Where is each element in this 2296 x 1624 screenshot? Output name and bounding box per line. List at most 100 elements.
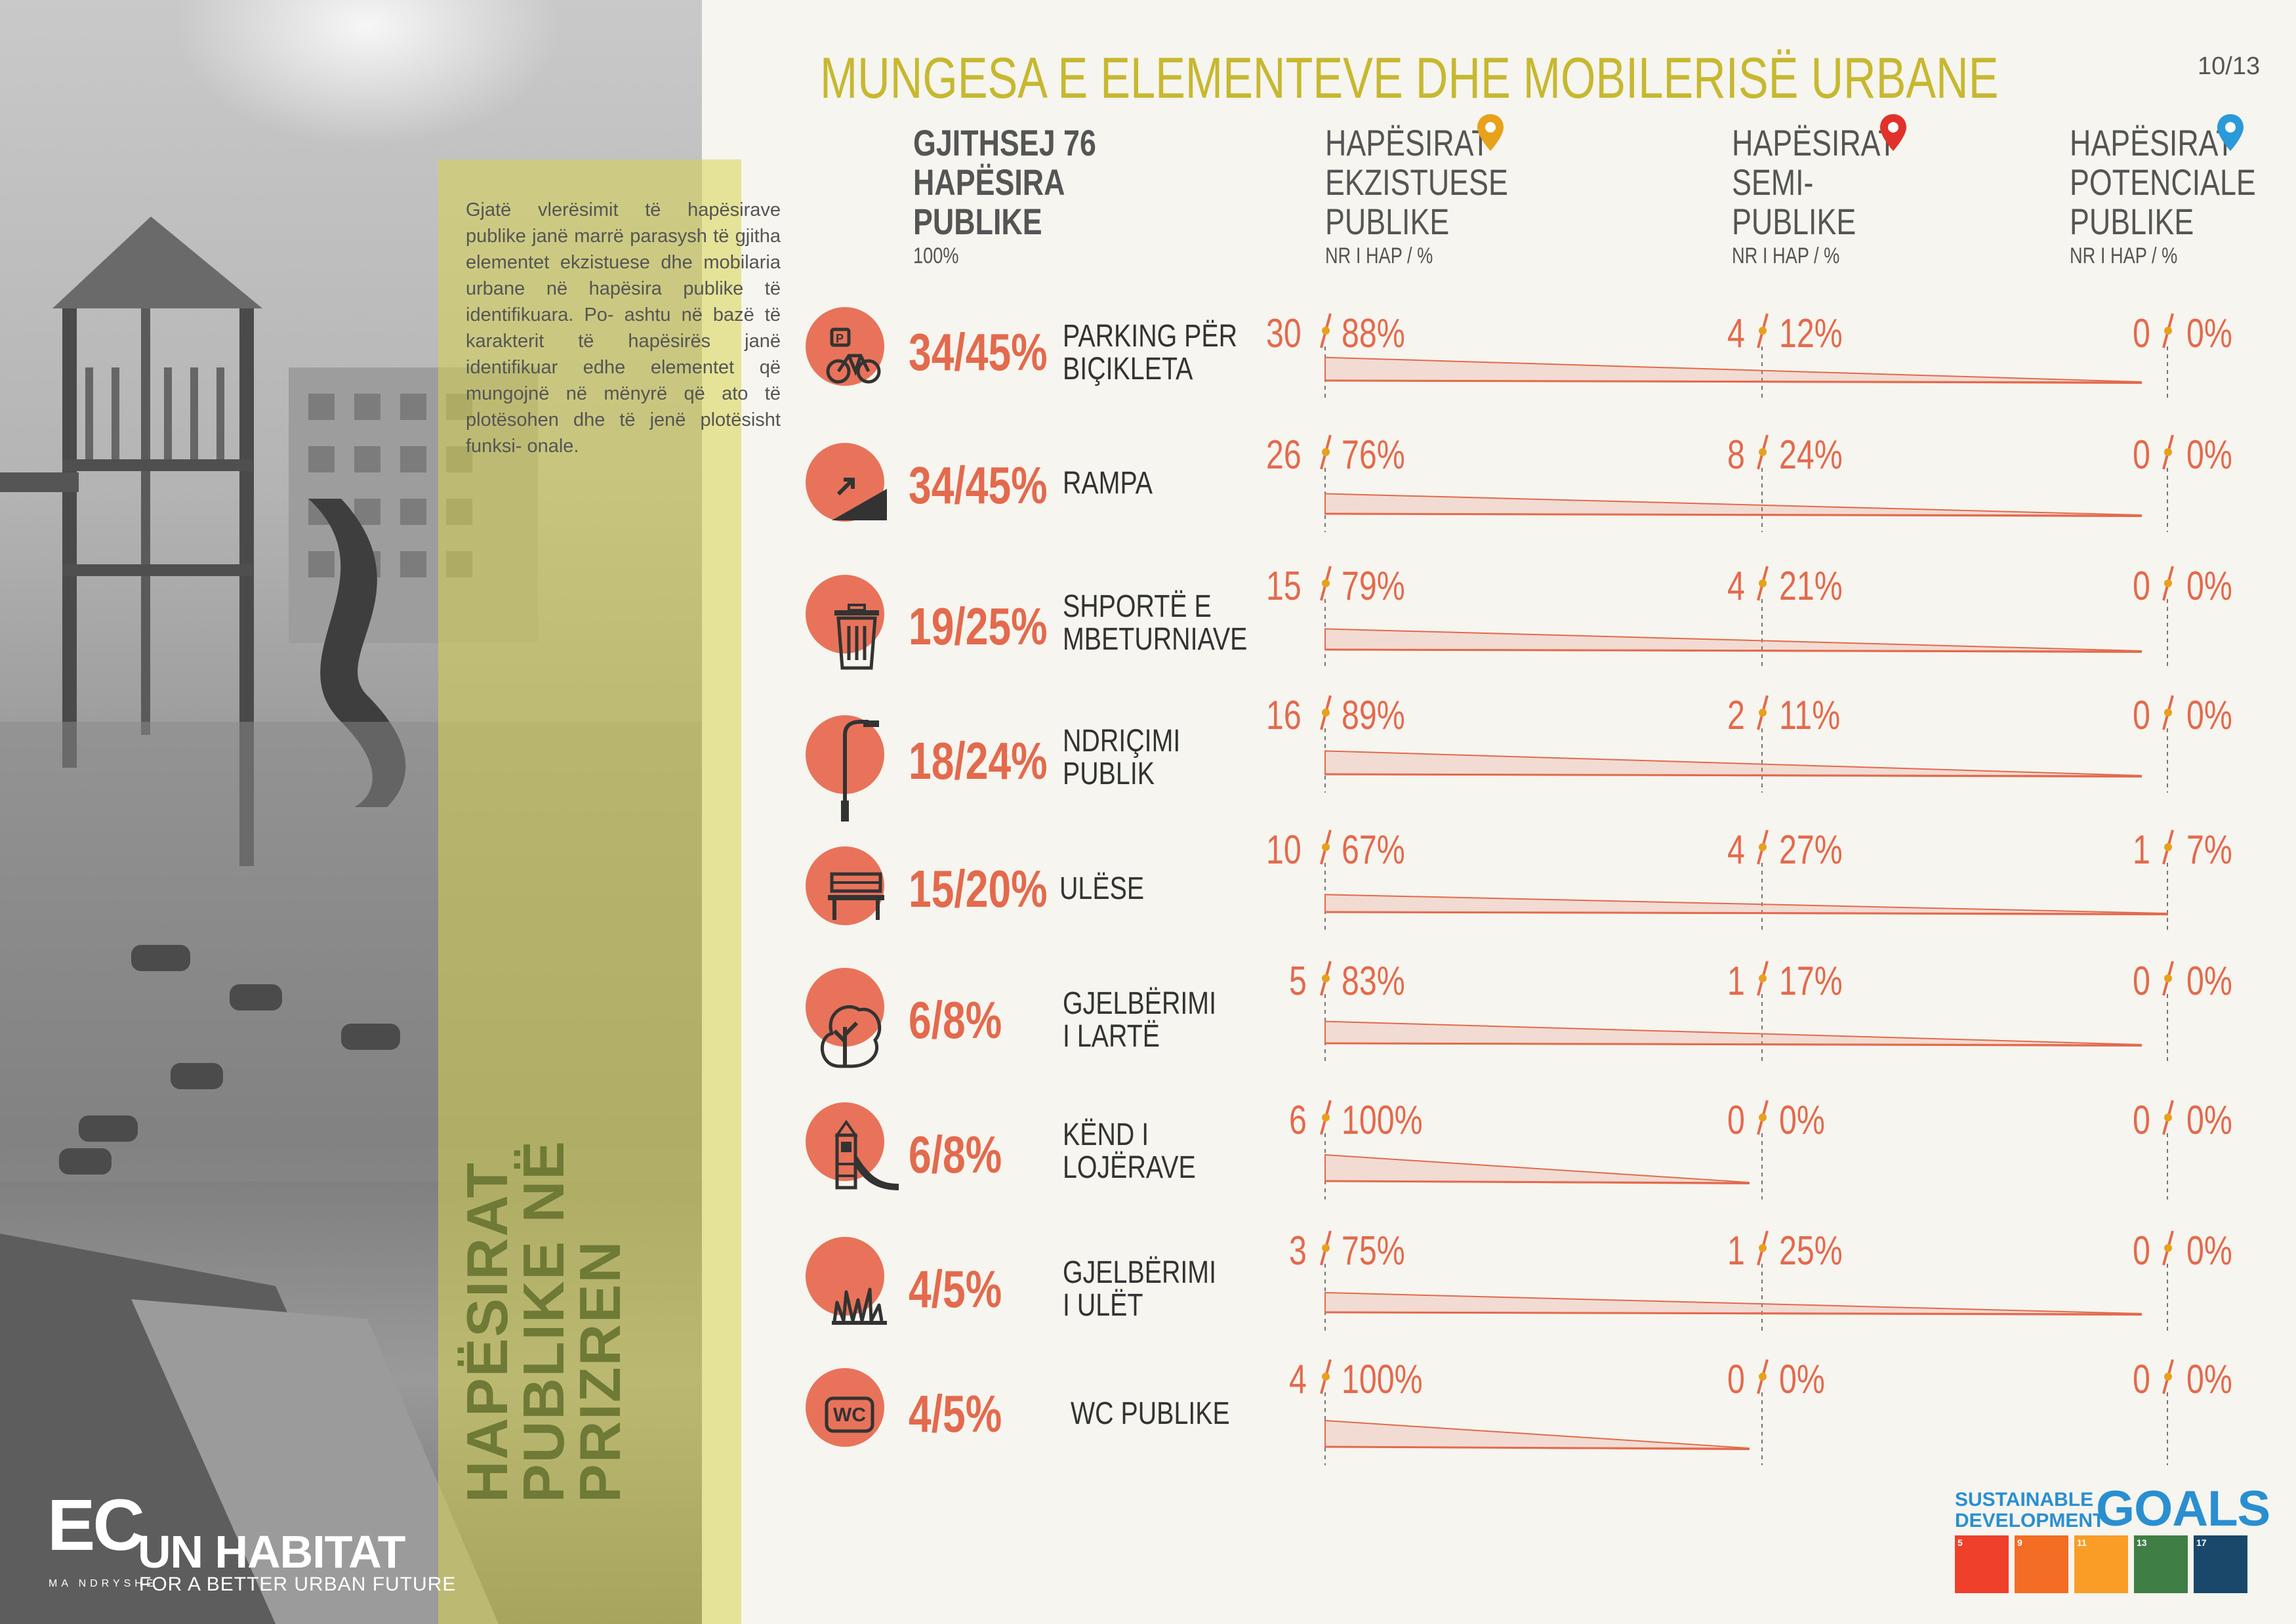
count-value: 0 [2132,432,2150,478]
header-existing-line-2: EKZISTUESE [1325,161,1508,203]
percent-value: 7% [2186,827,2232,873]
yellow-band [438,159,741,1624]
count-value: 0 [1727,1357,1745,1402]
header-potential-unit: NR I HAP / % [2070,243,2178,268]
row-label-line: I LARTË [1063,1019,1160,1054]
bench-icon [806,846,884,925]
row-label-line: PUBLIK [1063,757,1155,791]
percent-value: 83% [1342,959,1405,1004]
ramp-icon [806,443,887,522]
row-label-line: RAMPA [1063,466,1153,501]
count-value: 0 [2132,959,2150,1004]
row-label-line: BIÇIKLETA [1063,352,1193,386]
header-semi-unit: NR I HAP / % [1732,243,1840,268]
map-pin-blue-icon [2217,114,2244,151]
percent-value: 21% [1779,564,1843,609]
playground-slide-icon [806,1102,899,1190]
value-marker-dot [1322,843,1330,851]
count-value: 1 [2132,827,2150,873]
distribution-wedge [1324,750,2142,778]
distribution-wedge [1324,1291,2142,1316]
value-marker-dot [1759,448,1767,456]
value-marker-dot [1759,974,1767,982]
header-semi-line-3: PUBLIKE [1732,201,1856,242]
count-value: 3 [1288,1228,1307,1274]
distribution-baseline [1324,379,2142,384]
sdg-line-1: SUSTAINABLE [1955,1489,2094,1510]
count-value: 4 [1727,827,1745,873]
distribution-baseline [1324,773,2142,778]
percent-value: 0% [2186,693,2232,738]
distribution-wedge [1324,1419,1750,1451]
percent-value: 0% [2186,432,2232,478]
row-label-line: LOJËRAVE [1063,1150,1196,1185]
row-label: NDRIÇIMI PUBLIK [1063,725,1180,791]
percent-value: 100% [1342,1357,1423,1402]
row-label: WC PUBLIKE [1071,1398,1230,1430]
count-value: 0 [2132,1098,2150,1143]
value-marker-dot [2164,448,2172,456]
value-marker-dot [2164,843,2172,851]
percent-value: 12% [1779,311,1843,356]
header-total: GJITHSEJ 76 HAPËSIRA PUBLIKE 100% [913,123,1096,270]
sdg-tile-number: 5 [1958,1537,1963,1548]
header-potential-line-1: HAPËSIRAT [2070,122,2234,163]
value-marker-dot [2164,1114,2172,1121]
count-value: 0 [2132,1357,2150,1402]
value-marker-dot [1322,448,1330,456]
map-pin-orange-icon [1477,114,1504,151]
sdg-tile-number: 13 [2137,1537,2147,1548]
value-marker-dot [1759,327,1767,335]
row-label-line: SHPORTË E [1063,589,1212,624]
header-potential: HAPËSIRAT POTENCIALE PUBLIKE NR I HAP / … [2070,123,2256,270]
header-semi-line-2: SEMI- [1732,161,1814,203]
count-value: 4 [1727,311,1745,356]
value-marker-dot [1322,1114,1330,1121]
value-marker-dot [1759,1114,1767,1121]
percent-value: 27% [1779,827,1843,873]
row-label: PARKING PËR BIÇIKLETA [1063,320,1237,386]
sdg-tile: 9 [2015,1535,2068,1593]
row-stat: 4/5% [909,1385,1002,1443]
bicycle-parking-icon: P [806,307,884,386]
percent-value: 0% [2186,311,2232,356]
percent-value: 79% [1342,564,1405,609]
count-value: 10 [1265,827,1302,873]
sdg-goals-word: GOALS [2096,1481,2270,1537]
percent-value: 0% [1779,1098,1825,1143]
row-label: SHPORTË E MBETURNIAVE [1063,591,1247,656]
sdg-tile: 11 [2074,1535,2128,1593]
percent-value: 76% [1342,432,1405,478]
header-semi: HAPËSIRAT SEMI- PUBLIKE NR I HAP / % [1732,123,1896,270]
value-marker-dot [2164,709,2172,717]
distribution-wedge [1324,628,2142,654]
count-value: 26 [1265,432,1302,478]
distribution-baseline [1324,648,2142,653]
header-semi-line-1: HAPËSIRAT [1732,122,1896,163]
header-total-percent: 100% [913,243,959,268]
row-label: ULËSE [1059,873,1144,906]
count-value: 1 [1727,959,1745,1004]
distribution-wedge [1324,1020,2142,1047]
header-potential-line-3: PUBLIKE [2070,201,2194,242]
header-existing-line-3: PUBLIKE [1325,201,1450,242]
percent-value: 0% [2186,564,2232,609]
ec-logo-subtitle: MA NDRYSHE [49,1578,157,1589]
sdg-tile-number: 9 [2017,1537,2022,1548]
row-label: KËND I LOJËRAVE [1063,1119,1196,1184]
sdg-goal-tiles: 5 9 11 13 17 [1955,1535,2247,1593]
value-marker-dot [1759,1244,1767,1252]
value-marker-dot [1759,579,1767,587]
header-existing: HAPËSIRAT EKZISTUESE PUBLIKE NR I HAP / … [1325,123,1508,270]
row-label-line: NDRIÇIMI [1063,724,1181,759]
distribution-baseline [1324,512,2142,517]
percent-value: 100% [1342,1098,1423,1143]
value-marker-dot [1759,843,1767,851]
row-stat: 6/8% [909,1125,1002,1184]
count-value: 15 [1265,564,1302,609]
percent-value: 88% [1342,311,1405,356]
row-stat: 34/45% [909,456,1048,514]
svg-text:P: P [836,332,844,345]
value-marker-dot [1759,1373,1767,1381]
